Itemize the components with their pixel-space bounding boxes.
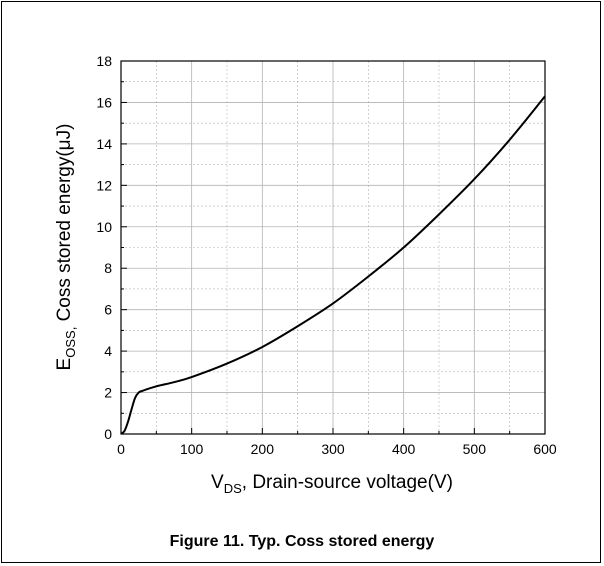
series-line: [120, 95, 546, 435]
y-tick-label: 6: [104, 302, 112, 318]
figure-caption: Figure 11. Typ. Coss stored energy: [169, 533, 435, 550]
y-tick-label: 16: [96, 94, 112, 110]
y-tick-label: 10: [96, 219, 112, 235]
x-tick-label: 400: [392, 441, 416, 457]
x-tick-label: 0: [117, 441, 125, 457]
y-tick-label: 4: [104, 343, 112, 359]
y-tick-label: 8: [104, 260, 112, 276]
x-tick-labels: 0 100 200 300 400 500 600: [117, 441, 557, 457]
x-tick-label: 600: [533, 441, 557, 457]
x-tick-label: 200: [251, 441, 275, 457]
y-tick-label: 18: [96, 53, 112, 69]
y-tick-label: 2: [104, 385, 112, 401]
y-tick-label: 14: [96, 136, 112, 152]
y-tick-label: 12: [96, 177, 112, 193]
y-tick-labels: 0 2 4 6 8 10 12 14 16 18: [96, 53, 112, 442]
x-tick-label: 300: [321, 441, 345, 457]
x-axis-title: VDS, Drain-source voltage(V): [211, 472, 453, 496]
x-tick-label: 100: [180, 441, 204, 457]
y-axis-title: EOSS, Coss stored energy(μJ): [54, 124, 78, 371]
y-tick-label: 0: [104, 426, 112, 442]
plot-area: [120, 60, 546, 435]
grid: [120, 60, 546, 435]
x-tick-label: 500: [463, 441, 487, 457]
